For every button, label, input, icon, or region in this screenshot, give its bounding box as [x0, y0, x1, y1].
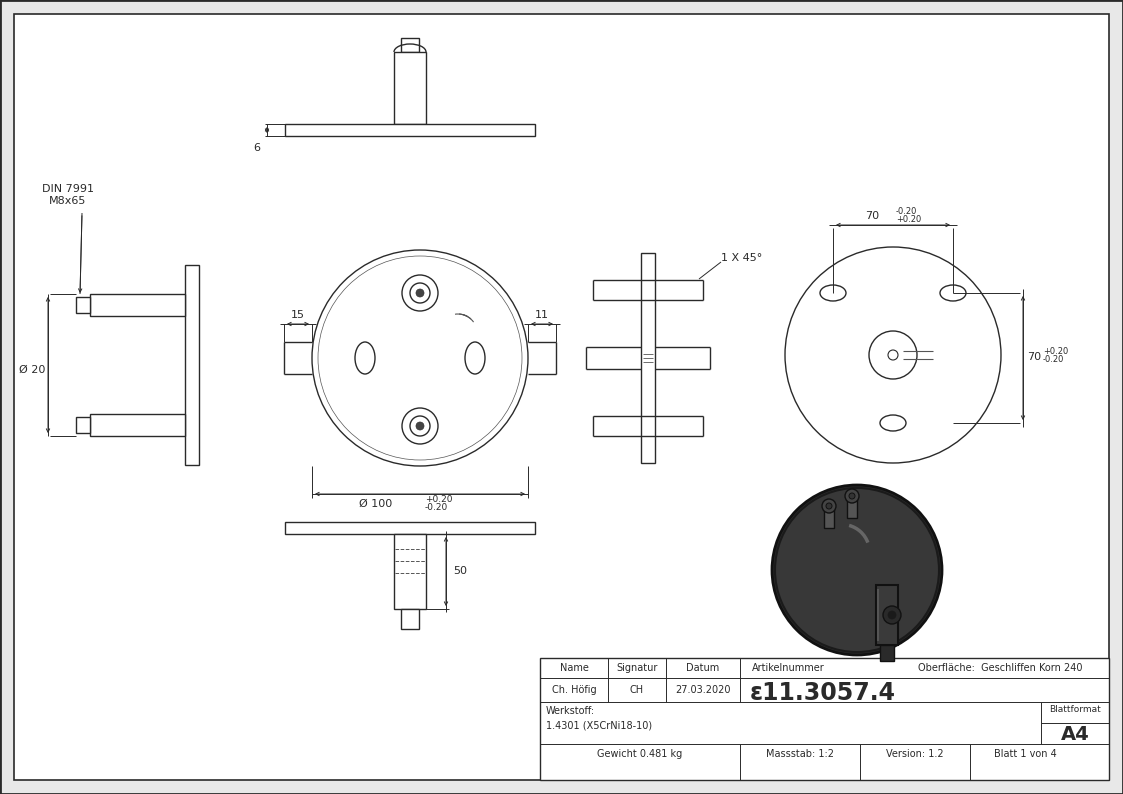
Bar [847, 496, 857, 518]
Text: Datum: Datum [686, 663, 720, 673]
Text: -0.20: -0.20 [896, 207, 917, 217]
Circle shape [772, 485, 942, 655]
Text: DIN 7991
M8x65: DIN 7991 M8x65 [42, 184, 94, 206]
Bar [185, 265, 199, 465]
Text: Version: 1.2: Version: 1.2 [886, 749, 943, 759]
Bar [285, 522, 535, 534]
Text: 15: 15 [291, 310, 305, 320]
Bar [641, 253, 655, 463]
Circle shape [416, 289, 424, 297]
Text: ε11.3057.4: ε11.3057.4 [750, 681, 896, 705]
Circle shape [888, 611, 896, 619]
Circle shape [844, 489, 859, 503]
Text: Signatur: Signatur [617, 663, 658, 673]
Bar [394, 52, 426, 124]
Bar [285, 124, 535, 136]
Text: -0.20: -0.20 [424, 503, 448, 512]
Text: 70: 70 [1028, 352, 1041, 362]
Text: 1 X 45°: 1 X 45° [721, 253, 763, 263]
Ellipse shape [355, 342, 375, 374]
Text: -0.20: -0.20 [1043, 354, 1065, 364]
Circle shape [849, 493, 855, 499]
Text: +0.20: +0.20 [896, 215, 921, 225]
Text: 11: 11 [535, 310, 549, 320]
Text: 1.4301 (X5CrNi18-10): 1.4301 (X5CrNi18-10) [546, 720, 652, 730]
Text: 27.03.2020: 27.03.2020 [675, 685, 731, 695]
Ellipse shape [880, 415, 906, 431]
Text: Gewicht 0.481 kg: Gewicht 0.481 kg [597, 749, 683, 759]
Text: Artikelnummer: Artikelnummer [752, 663, 824, 673]
Circle shape [883, 606, 901, 624]
Text: Blattformat: Blattformat [1049, 706, 1101, 715]
Bar [880, 645, 894, 661]
Bar [401, 609, 419, 629]
Bar [824, 506, 834, 528]
Text: Oberfläche:  Geschliffen Korn 240: Oberfläche: Geschliffen Korn 240 [917, 663, 1083, 673]
Text: +0.20: +0.20 [1043, 346, 1068, 356]
Bar [90, 414, 185, 436]
Bar [876, 585, 898, 645]
Text: 70: 70 [865, 211, 879, 221]
Text: A4: A4 [1060, 726, 1089, 745]
Text: 6: 6 [254, 143, 261, 153]
Text: Ø 20: Ø 20 [19, 365, 45, 375]
Circle shape [827, 503, 832, 509]
Bar [394, 534, 426, 609]
Bar [76, 297, 90, 313]
Ellipse shape [820, 285, 846, 301]
Bar [540, 658, 1110, 780]
Bar [90, 294, 185, 316]
Text: +0.20: +0.20 [424, 495, 453, 504]
Text: 50: 50 [453, 566, 467, 576]
Text: Ch. Höfig: Ch. Höfig [551, 685, 596, 695]
Text: Name: Name [559, 663, 588, 673]
Bar [401, 38, 419, 52]
Text: Blatt 1 von 4: Blatt 1 von 4 [994, 749, 1057, 759]
Circle shape [822, 499, 836, 513]
Circle shape [416, 422, 424, 430]
Bar [76, 417, 90, 433]
Text: CH: CH [630, 685, 645, 695]
Ellipse shape [465, 342, 485, 374]
Ellipse shape [940, 285, 966, 301]
Text: Massstab: 1:2: Massstab: 1:2 [766, 749, 834, 759]
Circle shape [775, 488, 939, 652]
Text: Werkstoff:: Werkstoff: [546, 706, 595, 716]
Text: Ø 100: Ø 100 [358, 499, 392, 509]
